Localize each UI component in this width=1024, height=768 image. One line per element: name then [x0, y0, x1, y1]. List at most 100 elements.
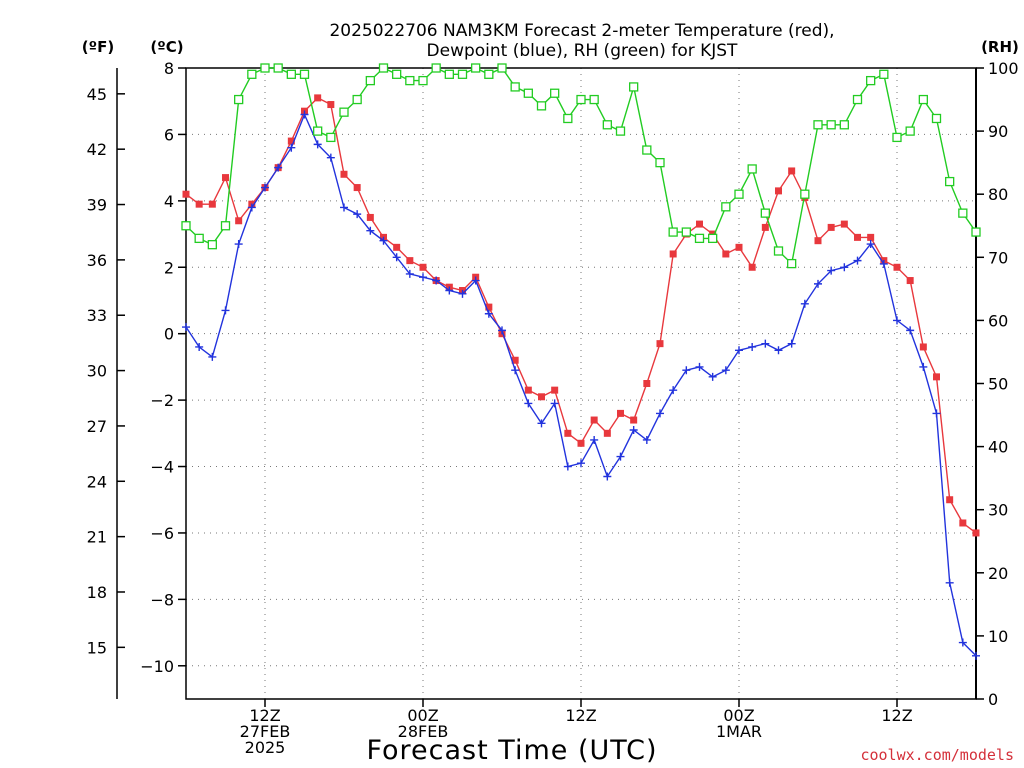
- temperature-point: [393, 243, 401, 251]
- rh-point: [299, 69, 310, 79]
- temperature-point: [195, 200, 203, 208]
- rh-point: [431, 63, 441, 73]
- rh-point: [826, 120, 836, 130]
- grid-lines: [186, 68, 976, 699]
- rh-point: [958, 208, 968, 218]
- time-tick-label: 2025: [245, 738, 286, 757]
- credit-text: coolwx.com/models: [860, 746, 1014, 764]
- rh-point: [536, 101, 547, 111]
- dewpoint-point: [563, 462, 572, 471]
- rh-point: [602, 120, 612, 130]
- temperature-point: [617, 409, 624, 417]
- rh-point: [945, 176, 955, 187]
- rh-point: [484, 69, 494, 79]
- temperature-point: [314, 94, 322, 102]
- time-tick-label: 28FEB: [398, 722, 449, 741]
- fahrenheit-tick-label: 24: [87, 472, 107, 491]
- temperature-point: [814, 237, 822, 245]
- rh-point: [721, 202, 731, 212]
- rh-point: [220, 221, 231, 231]
- rh-point: [181, 221, 191, 231]
- rh-tick-label: 20: [988, 564, 1008, 583]
- rh-point: [971, 227, 981, 237]
- dewpoint-point: [814, 279, 822, 288]
- dewpoint-point: [432, 276, 441, 285]
- temperature-point: [538, 393, 545, 401]
- chart-axes: [116, 67, 984, 707]
- dewpoint-point: [208, 352, 217, 361]
- rh-point: [326, 132, 336, 143]
- rh-point: [352, 94, 362, 105]
- dewpoint-point: [484, 309, 493, 318]
- celsius-tick-label: 0: [164, 325, 174, 344]
- dewpoint-point: [458, 289, 467, 298]
- celsius-tick-label: −8: [150, 590, 174, 609]
- dewpoint-point: [893, 316, 901, 325]
- celsius-tick-label: 2: [164, 258, 174, 277]
- rh-point: [260, 63, 270, 73]
- rh-point: [694, 233, 705, 244]
- rh-tick-label: 30: [988, 501, 1008, 520]
- dewpoint-point: [537, 419, 546, 428]
- temperature-point: [919, 343, 927, 351]
- fahrenheit-tick-label: 36: [87, 251, 107, 270]
- temperature-point: [406, 257, 414, 265]
- rh-tick-label: 50: [988, 375, 1008, 394]
- dewpoint-point: [195, 342, 204, 351]
- temperature-point: [696, 220, 703, 228]
- rh-tick-label: 100: [988, 59, 1019, 78]
- dewpoint-point: [972, 651, 980, 660]
- dewpoint-point: [550, 399, 559, 408]
- dewpoint-point: [313, 140, 322, 149]
- dewpoint-point: [748, 342, 757, 351]
- time-tick-label: 00Z: [723, 706, 754, 725]
- fahrenheit-tick-label: 18: [87, 583, 107, 602]
- dewpoint-point: [445, 286, 454, 295]
- fahrenheit-tick-label: 15: [87, 638, 107, 657]
- rh-point: [747, 164, 757, 174]
- temperature-point: [959, 519, 967, 527]
- dewpoint-point: [326, 153, 335, 162]
- dewpoint-point: [353, 210, 362, 219]
- rh-point: [234, 94, 244, 105]
- dewpoint-point: [182, 323, 190, 332]
- dewpoint-point: [234, 240, 243, 249]
- plot-frame: [185, 67, 977, 700]
- dewpoint-point: [340, 203, 348, 212]
- rh-point: [813, 120, 823, 130]
- rh-point: [892, 132, 902, 143]
- temperature-point: [669, 250, 677, 258]
- temperature-point: [182, 190, 190, 198]
- temperature-point: [748, 263, 756, 271]
- temperature-point: [511, 356, 519, 364]
- dewpoint-line: [185, 112, 977, 657]
- temperature-point: [485, 303, 493, 311]
- rh-point: [497, 63, 507, 73]
- rh-point: [615, 126, 626, 136]
- rh-point: [207, 240, 217, 250]
- fahrenheit-tick-label: 42: [87, 140, 107, 159]
- temperature-point: [551, 386, 559, 394]
- temperature-point: [893, 263, 901, 271]
- rh-point: [931, 113, 942, 124]
- dewpoint-point: [405, 269, 414, 278]
- temperature-point: [761, 223, 769, 231]
- temperature-line: [185, 97, 977, 534]
- dewpoint-point: [787, 339, 796, 348]
- dewpoint-point: [656, 409, 664, 418]
- rh-point: [589, 94, 599, 105]
- rh-point: [273, 63, 283, 73]
- dewpoint-point: [274, 163, 283, 172]
- dewpoint-point: [261, 183, 269, 192]
- fahrenheit-tick-label: 33: [87, 306, 107, 325]
- dewpoint-point: [708, 372, 717, 381]
- time-tick-label: 1MAR: [716, 722, 762, 741]
- rh-point: [839, 120, 849, 130]
- dewpoint-point: [695, 362, 704, 371]
- temperature-point: [366, 213, 374, 221]
- temperature-point: [867, 233, 875, 241]
- rh-point: [523, 88, 533, 98]
- rh-point: [760, 208, 770, 218]
- dewpoint-point: [524, 399, 533, 408]
